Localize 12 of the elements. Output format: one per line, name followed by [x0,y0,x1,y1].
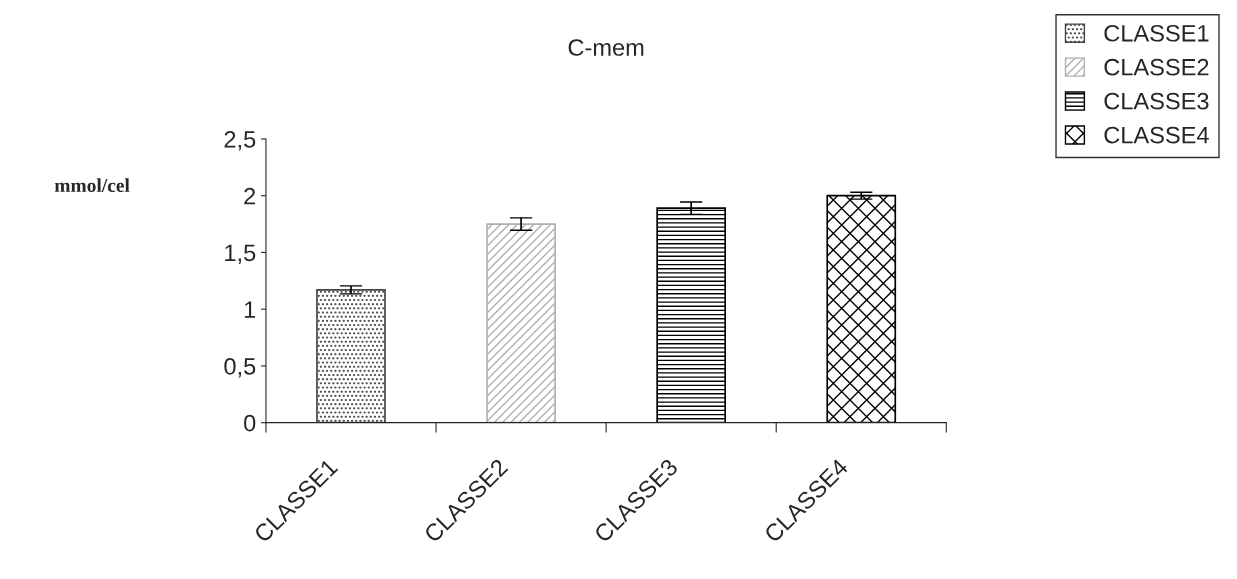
chart-title: C-mem [568,39,644,56]
y-tick-label: 0,5 [224,358,256,378]
legend-label: CLASSE4 [1104,126,1209,144]
y-tick-label: 2,5 [224,131,256,151]
legend-label: CLASSE2 [1104,58,1209,76]
y-tick-label: 1 [244,301,256,318]
y-axis-title: mmol/cel [54,178,130,193]
y-tick-label: 1,5 [225,244,256,265]
legend-label: CLASSE3 [1104,92,1209,110]
y-tick-label: 2 [244,187,256,205]
legend-label: CLASSE1 [1104,24,1209,42]
y-tick-label: 0 [244,414,256,432]
